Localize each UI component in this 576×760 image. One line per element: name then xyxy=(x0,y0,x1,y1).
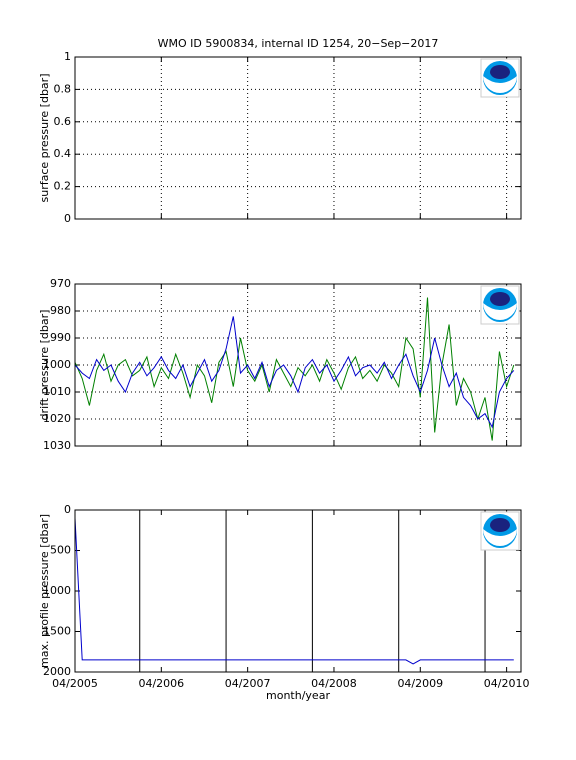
y-tick-label: 1000 xyxy=(43,584,71,597)
plot-area xyxy=(75,284,521,446)
logo xyxy=(490,518,510,532)
y-tick-label: 1 xyxy=(64,50,71,63)
y-tick-label: 0.2 xyxy=(54,180,72,193)
y-axis-label: max. profile pressure [dbar] xyxy=(38,514,51,668)
y-tick-label: 0.6 xyxy=(54,115,72,128)
plot-area xyxy=(75,57,521,219)
logo xyxy=(483,303,517,320)
y-tick-label: 1000 xyxy=(43,358,71,371)
y-tick-label: 0.8 xyxy=(54,82,72,95)
data-line xyxy=(74,518,514,665)
x-tick-label: 04/2008 xyxy=(311,677,357,690)
y-tick-label: 1020 xyxy=(43,412,71,425)
x-tick-label: 04/2009 xyxy=(397,677,443,690)
plot-area xyxy=(75,510,521,672)
data-line xyxy=(74,297,515,441)
y-tick-label: 970 xyxy=(50,277,71,290)
logo xyxy=(490,65,510,79)
x-tick-label: 04/2005 xyxy=(52,677,98,690)
x-tick-label: 04/2006 xyxy=(138,677,184,690)
y-tick-label: 1030 xyxy=(43,439,71,452)
axes-frame xyxy=(74,56,522,220)
x-tick-label: 04/2010 xyxy=(484,677,530,690)
y-axis-label: drift pressure [dbar] xyxy=(38,310,51,421)
y-tick-label: 990 xyxy=(50,331,71,344)
y-tick-label: 0 xyxy=(64,212,71,225)
y-axis-label: surface pressure [dbar] xyxy=(38,74,51,203)
y-tick-label: 2000 xyxy=(43,665,71,678)
y-tick-label: 0 xyxy=(64,503,71,516)
logo xyxy=(483,76,517,93)
y-tick-label: 0.4 xyxy=(54,147,72,160)
axes-frame xyxy=(74,509,522,673)
y-tick-label: 500 xyxy=(50,544,71,557)
data-line xyxy=(74,316,515,429)
logo xyxy=(490,292,510,306)
y-tick-label: 980 xyxy=(50,304,71,317)
x-tick-label: 04/2007 xyxy=(225,677,271,690)
y-tick-label: 1010 xyxy=(43,385,71,398)
x-axis-label: month/year xyxy=(266,689,330,702)
chart-title: WMO ID 5900834, internal ID 1254, 20−Sep… xyxy=(158,37,439,50)
axes-frame xyxy=(74,283,522,447)
logo xyxy=(483,529,517,546)
y-tick-label: 1500 xyxy=(43,625,71,638)
